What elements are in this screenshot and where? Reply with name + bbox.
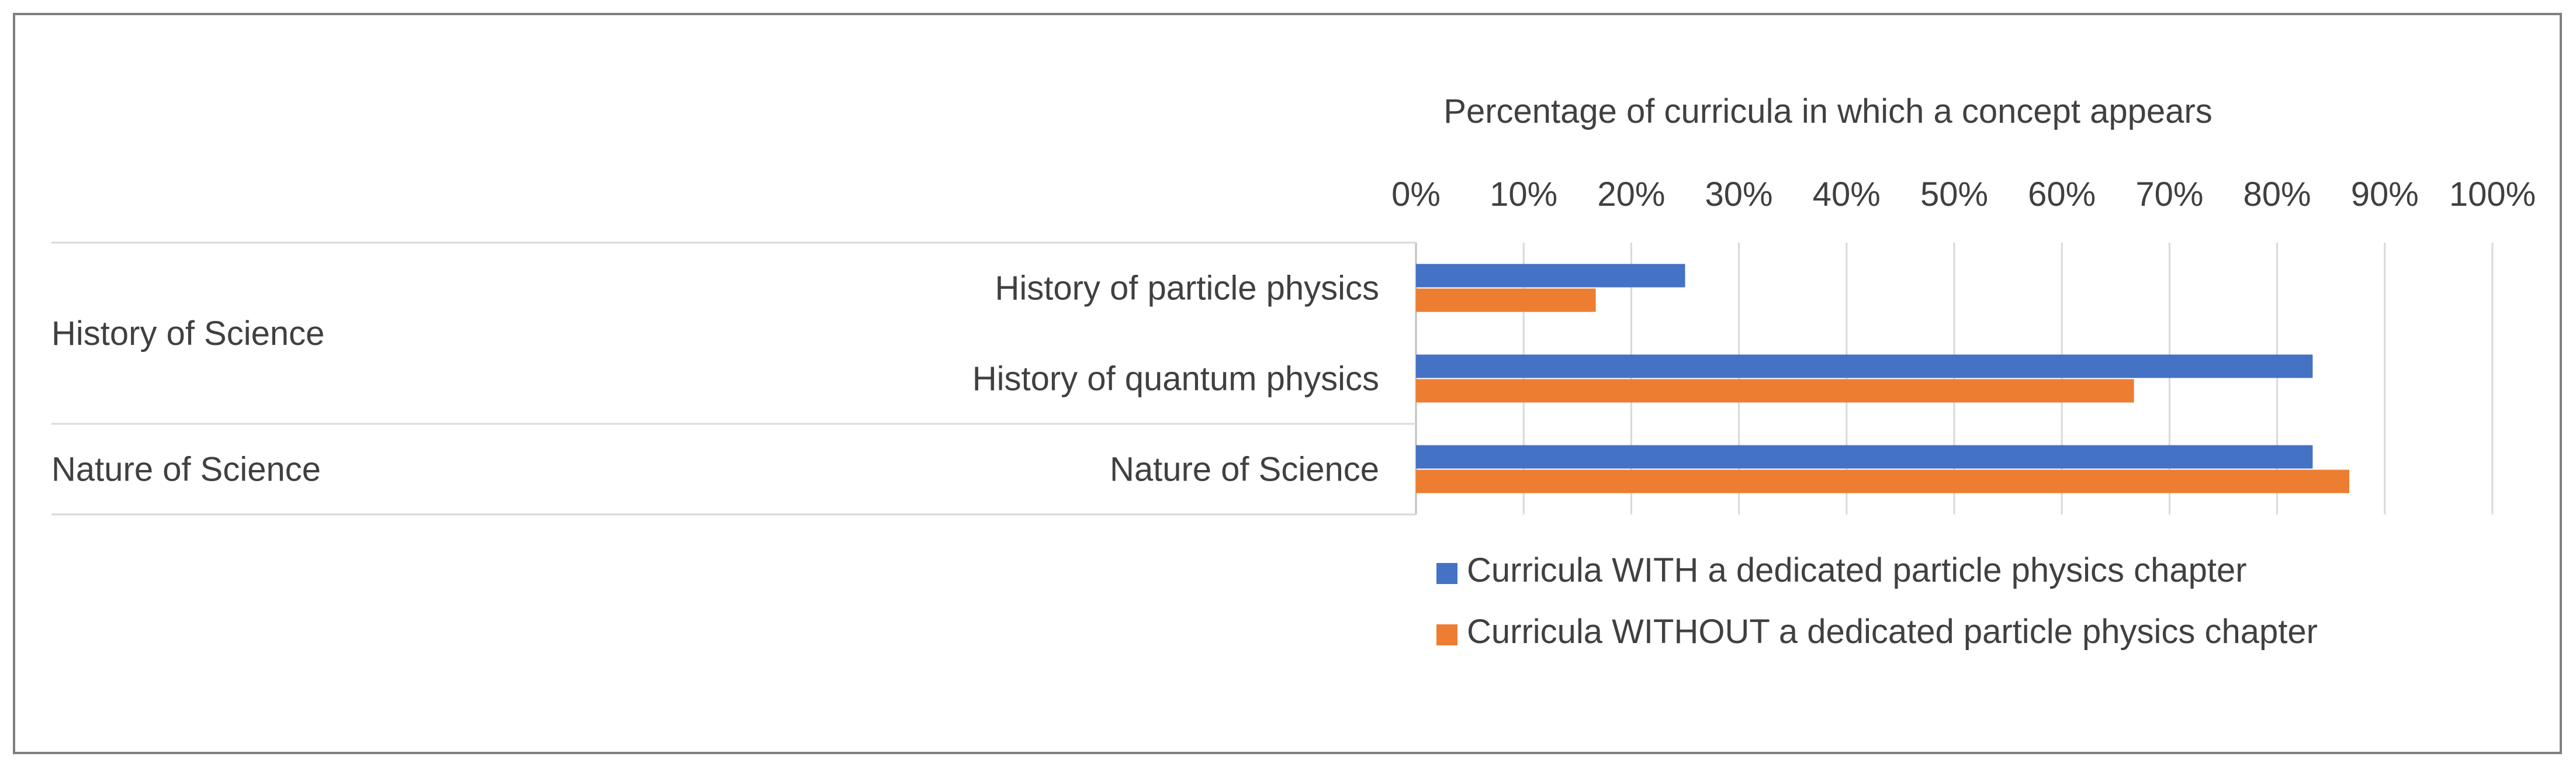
legend-label: Curricula WITH a dedicated particle phys…	[1467, 551, 2247, 589]
bar-with-chapter	[1416, 354, 2313, 378]
bar-with-chapter	[1416, 264, 1685, 288]
gridlines	[1415, 243, 2494, 514]
chart-frame	[13, 13, 2562, 754]
category-label: History of quantum physics	[972, 360, 1379, 398]
bar-without-chapter	[1416, 379, 2134, 403]
x-tick-label: 30%	[1705, 175, 1773, 213]
x-tick-labels: 0% 10% 20% 30% 40% 50% 60% 70% 80% 90% 100%	[1391, 175, 2536, 213]
legend-swatch	[1436, 624, 1457, 645]
legend: Curricula WITH a dedicated particle phys…	[1436, 551, 2318, 651]
group-label: Nature of Science	[51, 451, 321, 489]
x-tick-label: 60%	[2028, 175, 2096, 213]
x-tick-label: 0%	[1391, 175, 1441, 213]
bar-without-chapter	[1416, 288, 1596, 312]
x-axis-title: Percentage of curricula in which a conce…	[1443, 92, 2212, 130]
category-label: History of particle physics	[995, 270, 1379, 308]
x-tick-label: 50%	[1920, 175, 1988, 213]
legend-label: Curricula WITHOUT a dedicated particle p…	[1467, 613, 2318, 651]
legend-swatch	[1436, 563, 1457, 584]
x-tick-label: 70%	[2135, 175, 2203, 213]
group-label: History of Science	[51, 315, 324, 353]
bar-with-chapter	[1416, 445, 2313, 469]
x-tick-label: 40%	[1813, 175, 1881, 213]
bar-without-chapter	[1416, 469, 2350, 493]
x-tick-label: 10%	[1490, 175, 1557, 213]
x-tick-label: 100%	[2449, 175, 2536, 213]
category-labels: History of particle physics History of qu…	[972, 270, 1379, 489]
x-tick-label: 90%	[2351, 175, 2419, 213]
category-groups: History of Science Nature of Science	[51, 241, 1416, 516]
category-label: Nature of Science	[1110, 451, 1379, 489]
x-tick-label: 20%	[1597, 175, 1665, 213]
x-tick-label: 80%	[2243, 175, 2311, 213]
bars	[1416, 264, 2350, 493]
